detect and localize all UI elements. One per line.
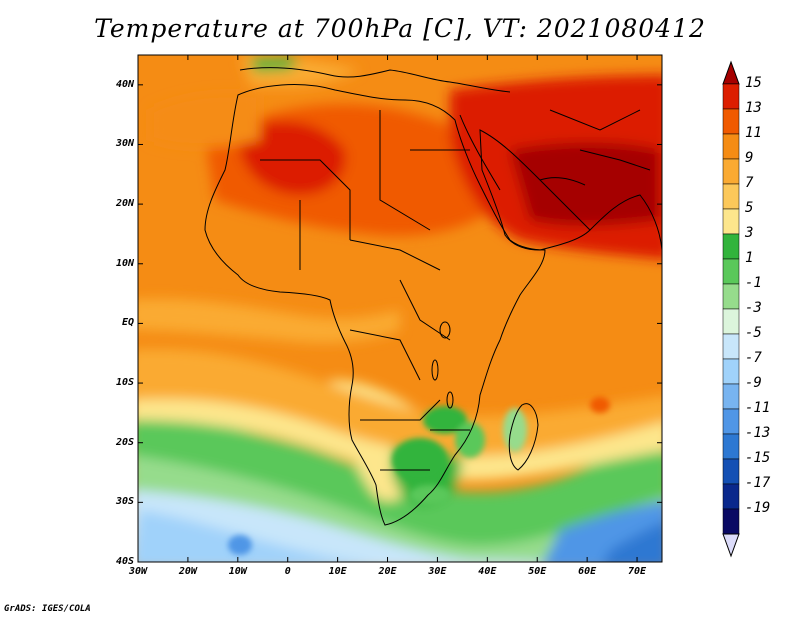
colorbar-swatch (722, 83, 740, 110)
lon-tick-label: 70E (628, 566, 647, 577)
colorbar-swatch (722, 458, 740, 485)
colorbar-label: -13 (745, 425, 771, 441)
lat-tick-label: 40N (115, 78, 134, 90)
colorbar-swatch (722, 383, 740, 410)
lon-tick-label: 40E (478, 566, 497, 577)
map-frame (137, 54, 663, 563)
colorbar-bottom-triangle (722, 533, 740, 558)
lon-tick-label: 10E (328, 566, 347, 577)
lat-tick-label: 10N (115, 257, 134, 269)
colorbar-swatch (722, 208, 740, 235)
colorbar-label: -11 (745, 400, 771, 416)
colorbar-top-triangle (722, 60, 740, 85)
temperature-field (138, 55, 662, 562)
lon-tick-label: 20E (378, 566, 397, 577)
credit-text: GrADS: IGES/COLA (4, 604, 91, 614)
colorbar-label: -15 (745, 450, 771, 466)
map-title: Temperature at 700hPa [C], VT: 202108041… (94, 14, 706, 43)
lat-tick-label: 30S (115, 496, 134, 508)
colorbar-label: 1 (745, 250, 754, 266)
lon-tick-label: 30W (128, 566, 148, 577)
colorbar-swatch (722, 333, 740, 360)
lat-tick-label: 10S (115, 377, 134, 389)
colorbar-label: -17 (745, 475, 771, 491)
colorbar-label: -3 (745, 300, 762, 316)
colorbar-label: 9 (745, 150, 754, 166)
colorbar-swatch (722, 158, 740, 185)
colorbar-label: -5 (745, 325, 762, 341)
colorbar-label: 3 (745, 225, 754, 241)
colorbar-label: 5 (745, 200, 754, 216)
lat-tick-label: 40S (115, 556, 134, 567)
colorbar-swatch (722, 358, 740, 385)
colorbar-swatch (722, 408, 740, 435)
lon-tick-label: 0 (284, 566, 291, 577)
lon-tick-label: 10W (228, 566, 247, 577)
colorbar-swatch (722, 308, 740, 335)
colorbar-label: 13 (745, 100, 762, 116)
colorbar-swatch (722, 133, 740, 160)
colorbar-swatch (722, 183, 740, 210)
colorbar-label: -19 (745, 500, 771, 516)
colorbar (722, 60, 740, 558)
colorbar-label: -1 (745, 275, 762, 291)
colorbar-swatch (722, 108, 740, 135)
colorbar-swatch (722, 508, 740, 535)
lat-tick-label: EQ (121, 317, 134, 329)
colorbar-label: 7 (745, 175, 754, 191)
lat-tick-label: 30N (115, 138, 134, 150)
colorbar-swatch (722, 233, 740, 260)
lon-tick-label: 20W (178, 566, 197, 577)
colorbar-label: -9 (745, 375, 762, 391)
lon-tick-label: 50E (528, 566, 547, 577)
colorbar-label: -7 (745, 350, 762, 366)
coastline (204, 67, 662, 526)
colorbar-swatch (722, 258, 740, 285)
colorbar-swatch (722, 283, 740, 310)
lon-tick-label: 60E (578, 566, 597, 577)
colorbar-swatch (722, 433, 740, 460)
lat-tick-label: 20S (115, 436, 134, 448)
axis-ticks (137, 55, 662, 563)
colorbar-swatch (722, 483, 740, 510)
lon-tick-label: 30E (428, 566, 447, 577)
colorbar-label: 15 (745, 75, 762, 91)
colorbar-label: 11 (745, 125, 762, 141)
lat-tick-label: 20N (115, 198, 134, 210)
